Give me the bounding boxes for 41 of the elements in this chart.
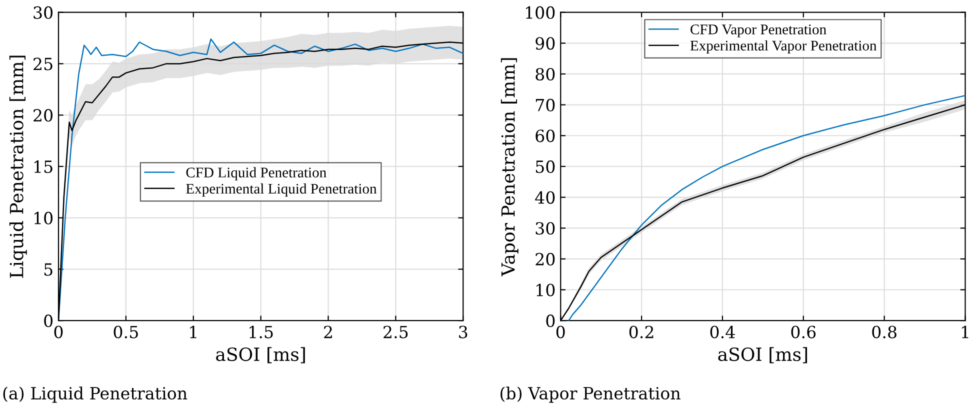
x-tick-label: 2.5 [384,326,408,338]
x-axis-title: aSOI [ms] [718,347,808,364]
x-tick-label: 0.4 [710,326,735,338]
y-axis-title: Vapor Penetration [mm] [500,58,518,276]
legend-label: CFD Liquid Penetration [186,167,326,180]
text: (a) Liquid Penetration [3,386,188,403]
x-tick-label: 1.5 [250,326,273,338]
y-tick-label: 80 [536,68,555,81]
x-tick-label: 3 [459,326,468,338]
y-tick-label: 100 [526,6,555,19]
y-tick-label: 70 [536,98,555,112]
y-tick-label: 10 [536,284,555,296]
y-axis-title: Liquid Penetration [mm] [9,56,27,278]
x-tick-label: 2 [324,326,332,338]
y-tick-label: 50 [536,160,555,174]
x-tick-label: 0 [556,326,565,338]
x-axis-title: aSOI [ms] [216,347,305,364]
legend-label: Experimental Vapor Penetration [690,40,877,54]
y-tick-label: 30 [34,6,53,19]
y-tick-label: 40 [535,191,555,204]
y-tick-label: 20 [34,109,53,122]
x-tick-label: 1 [190,326,196,338]
legend-label: Experimental Liquid Penetration [186,183,377,197]
y-tick-label: 0 [44,314,53,328]
legend-label: CFD Vapor Penetration [690,24,826,38]
y-tick-label: 15 [34,160,52,174]
y-tick-label: 90 [536,37,555,50]
x-tick-label: 1 [962,326,968,338]
x-tick-label: 0.6 [791,326,816,338]
y-tick-label: 20 [536,252,555,266]
x-tick-label: 0.8 [872,326,896,338]
y-tick-label: 5 [44,263,52,276]
y-tick-label: 0 [546,314,555,328]
y-tick-label: 30 [536,222,555,235]
y-tick-label: 10 [34,212,53,224]
text: (b) Vapor Penetration [500,386,680,403]
x-tick-label: 0.5 [114,326,138,338]
y-tick-label: 25 [34,58,52,70]
x-tick-label: 0.2 [629,326,654,338]
x-tick-label: 0 [54,326,63,338]
y-tick-label: 60 [536,130,555,142]
